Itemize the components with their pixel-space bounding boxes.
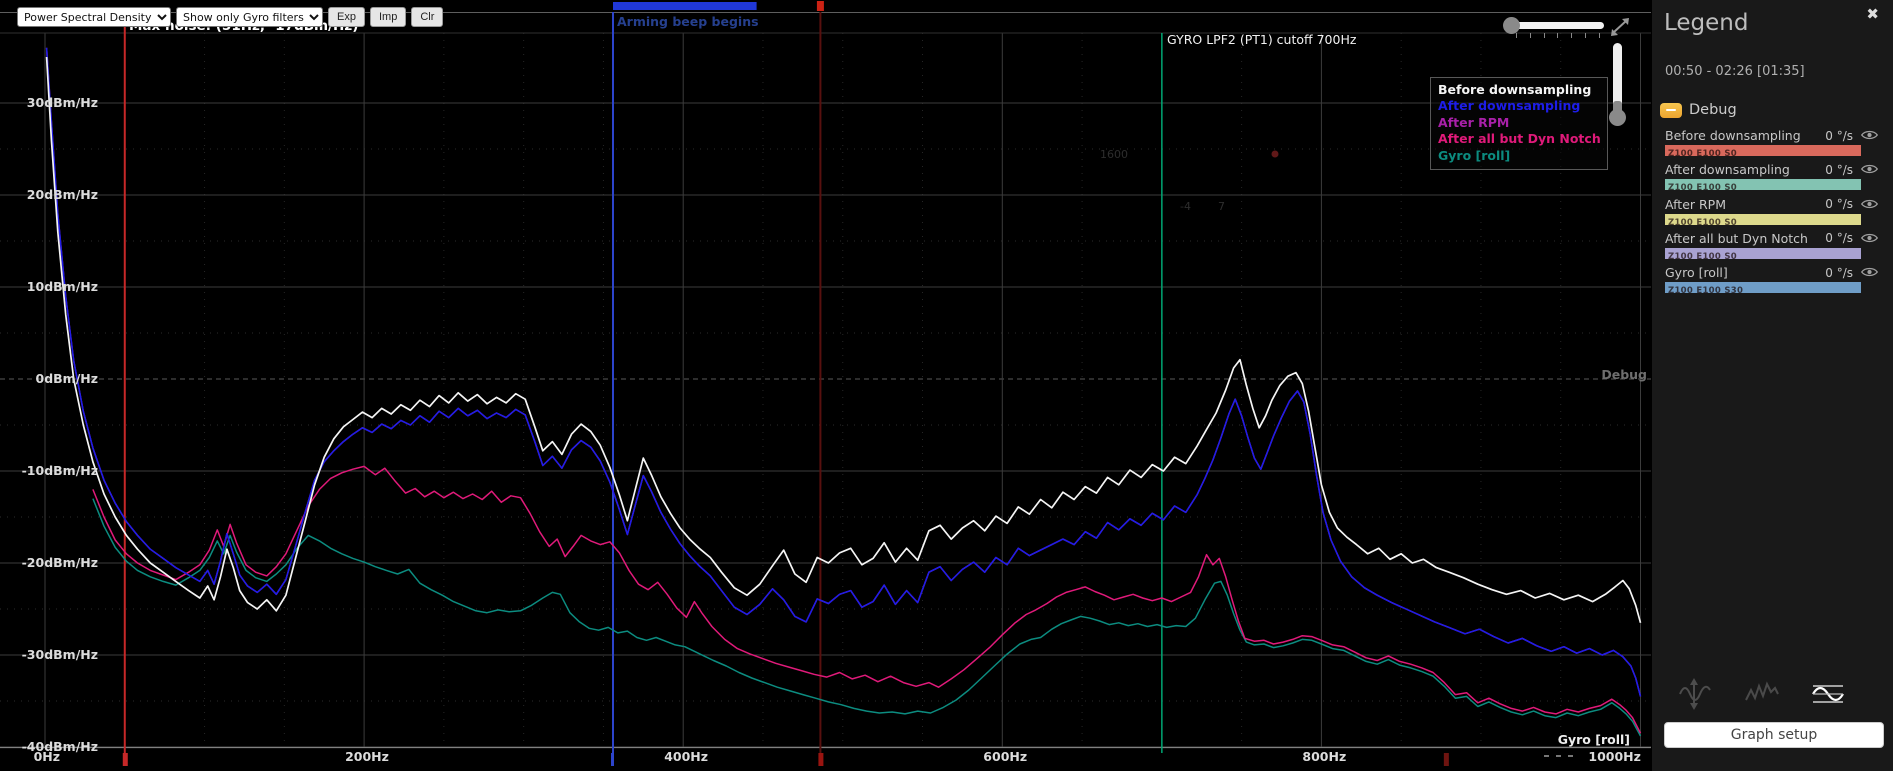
legend-item-name[interactable]: Gyro [roll] — [1665, 265, 1728, 281]
legend-item-value: 0 °/s — [1825, 231, 1853, 246]
eye-icon[interactable] — [1860, 229, 1879, 248]
y-tick--10: -10dBm/Hz — [21, 463, 98, 478]
eye-icon[interactable] — [1860, 263, 1879, 282]
zoom-vertical-icon[interactable] — [1676, 676, 1712, 712]
y-tick-0: 0dBm/Hz — [35, 371, 99, 386]
clear-button[interactable]: Clr — [411, 7, 444, 27]
vertical-scrollbar[interactable] — [1609, 43, 1626, 126]
legend-item-row: Before downsampling 0 °/s Z100 E100 S0 — [1652, 124, 1893, 159]
log-time-range: 00:50 - 02:26 [01:35] — [1665, 64, 1805, 79]
x-tick-0: 0Hz — [33, 749, 61, 764]
field-settings-text: Z100 E100 S30 — [1668, 286, 1744, 297]
gyro-roll-graph-label: Gyro [roll] — [1557, 732, 1630, 747]
x-tick-400: 400Hz — [664, 749, 709, 764]
arming-marker-label: Arming beep begins — [617, 14, 759, 29]
legend-item-row: After downsampling 0 °/s Z100 E100 S0 — [1652, 158, 1893, 194]
seekbar-minor-ticks — [1544, 755, 1573, 757]
eye-icon[interactable] — [1860, 160, 1879, 179]
collapse-toggle-icon[interactable] — [1660, 102, 1682, 118]
raw-waveform-icon[interactable] — [1744, 676, 1780, 712]
debug-group-row: Debug — [1660, 102, 1737, 118]
panel-title: Legend — [1664, 10, 1749, 36]
zoom-slider-thumb[interactable] — [1503, 17, 1520, 34]
filter-mode-select[interactable]: Show only Gyro filters — [176, 7, 323, 27]
max-noise-marker-seek-tick[interactable] — [122, 753, 128, 766]
chart-legend-item-after_all_but_dyn_notch[interactable]: After all but Dyn Notch — [1438, 131, 1601, 147]
legend-item-list: Before downsampling 0 °/s Z100 E100 S0 Afte… — [1652, 124, 1893, 297]
legend-item-name[interactable]: Before downsampling — [1665, 128, 1801, 143]
series-before_downsampling — [45, 56, 1642, 624]
series-after_downsampling — [45, 47, 1642, 697]
legend-item-value: 0 °/s — [1825, 128, 1853, 143]
import-button[interactable]: Imp — [369, 7, 407, 27]
debug-group-label: Debug — [1689, 102, 1737, 118]
legend-item-name[interactable]: After downsampling — [1665, 162, 1790, 178]
legend-item-value: 0 °/s — [1825, 197, 1853, 212]
field-color-bar[interactable]: Z100 E100 S0 — [1665, 213, 1861, 228]
expand-icon[interactable] — [1608, 16, 1632, 38]
cursor-marker-seek-tick[interactable] — [818, 753, 824, 766]
close-icon[interactable]: ✖ — [1866, 5, 1879, 23]
x-tick-800: 800Hz — [1302, 749, 1347, 764]
x-tick-200: 200Hz — [345, 749, 389, 764]
vertical-scrollbar-thumb-stem[interactable] — [1613, 101, 1622, 113]
x-tick-600: 600Hz — [983, 749, 1028, 764]
zoom-slider[interactable] — [1503, 17, 1604, 34]
legend-item-row: After RPM 0 °/s Z100 E100 S0 — [1652, 193, 1893, 228]
eye-icon[interactable] — [1860, 195, 1879, 214]
field-settings-text: Z100 E100 S0 — [1668, 183, 1738, 194]
chart-legend-item-gyro_roll[interactable]: Gyro [roll] — [1438, 147, 1511, 163]
field-color-bar[interactable]: Z100 E100 S0 — [1665, 145, 1861, 159]
chart-legend-item-after_rpm[interactable]: After RPM — [1438, 114, 1510, 130]
series-gyro_roll — [92, 498, 1642, 737]
y-tick-30: 30dBm/Hz — [26, 95, 98, 110]
field-settings-text: Z100 E100 S0 — [1668, 217, 1738, 228]
chart-legend-item-after_downsampling[interactable]: After downsampling — [1438, 98, 1581, 114]
chart-series-legend: Before downsampling After downsampling Aft… — [1430, 77, 1608, 171]
legend-panel: ✖ Legend 00:50 - 02:26 [01:35] Debug Bef… — [1651, 0, 1893, 771]
graph-setup-button[interactable]: Graph setup — [1664, 722, 1884, 748]
zoom-slider-ticks — [1516, 33, 1600, 38]
chart-legend-item-before_downsampling[interactable]: Before downsampling — [1438, 82, 1592, 97]
eye-icon[interactable] — [1860, 126, 1879, 145]
legend-item-name[interactable]: After all but Dyn Notch — [1665, 230, 1808, 246]
y-tick--20: -20dBm/Hz — [21, 555, 98, 570]
stick-overlay-number: -4 — [1180, 200, 1191, 213]
arming-marker-top-bar[interactable] — [612, 2, 757, 10]
legend-item-row: After all but Dyn Notch 0 °/s Z100 E100 S0 — [1652, 227, 1893, 262]
minor-marker-seek-tick[interactable] — [1443, 753, 1449, 766]
legend-item-value: 0 °/s — [1825, 162, 1853, 177]
y-tick-20: 20dBm/Hz — [26, 187, 98, 202]
y-tick-10: 10dBm/Hz — [26, 279, 98, 294]
series-after_all_but_dyn_notch — [92, 465, 1642, 734]
field-settings-text: Z100 E100 S0 — [1668, 149, 1738, 159]
stick-overlay-dot — [1271, 150, 1279, 158]
legend-item-value: 0 °/s — [1825, 265, 1853, 280]
field-color-bar[interactable]: Z100 E100 S0 — [1665, 179, 1861, 194]
psd-chart-canvas[interactable] — [0, 0, 1651, 771]
cursor-marker-top-cap[interactable] — [816, 1, 824, 11]
export-button[interactable]: Exp — [328, 7, 365, 27]
y-tick--30: -30dBm/Hz — [21, 647, 98, 662]
stick-overlay-number: 1600 — [1100, 148, 1128, 161]
y-tick--40: -40dBm/Hz — [21, 739, 98, 754]
graph-type-select[interactable]: Power Spectral Density — [17, 7, 171, 27]
chart-toolbar: Power Spectral Density Show only Gyro fi… — [17, 7, 444, 27]
field-settings-text: Z100 E100 S0 — [1668, 251, 1738, 262]
debug-graph-label: Debug — [1601, 367, 1647, 382]
field-color-bar[interactable]: Z100 E100 S0 — [1665, 247, 1861, 262]
vertical-scrollbar-thumb[interactable] — [1609, 109, 1626, 126]
spectrum-view-icon[interactable] — [1810, 676, 1846, 712]
gyro-lpf2-cutoff-label: GYRO LPF2 (PT1) cutoff 700Hz — [1167, 32, 1357, 47]
x-tick-1000: 1000Hz — [1588, 749, 1641, 764]
spectrum-chart-area[interactable]: Power Spectral Density Show only Gyro fi… — [0, 0, 1651, 771]
graph-tools-row — [1652, 676, 1893, 714]
legend-item-name[interactable]: After RPM — [1665, 196, 1726, 212]
field-color-bar[interactable]: Z100 E100 S30 — [1665, 282, 1861, 297]
legend-item-row: Gyro [roll] 0 °/s Z100 E100 S30 — [1652, 261, 1893, 297]
arming-marker-seek-tick[interactable] — [610, 753, 614, 766]
stick-overlay-number: 7 — [1218, 200, 1225, 213]
